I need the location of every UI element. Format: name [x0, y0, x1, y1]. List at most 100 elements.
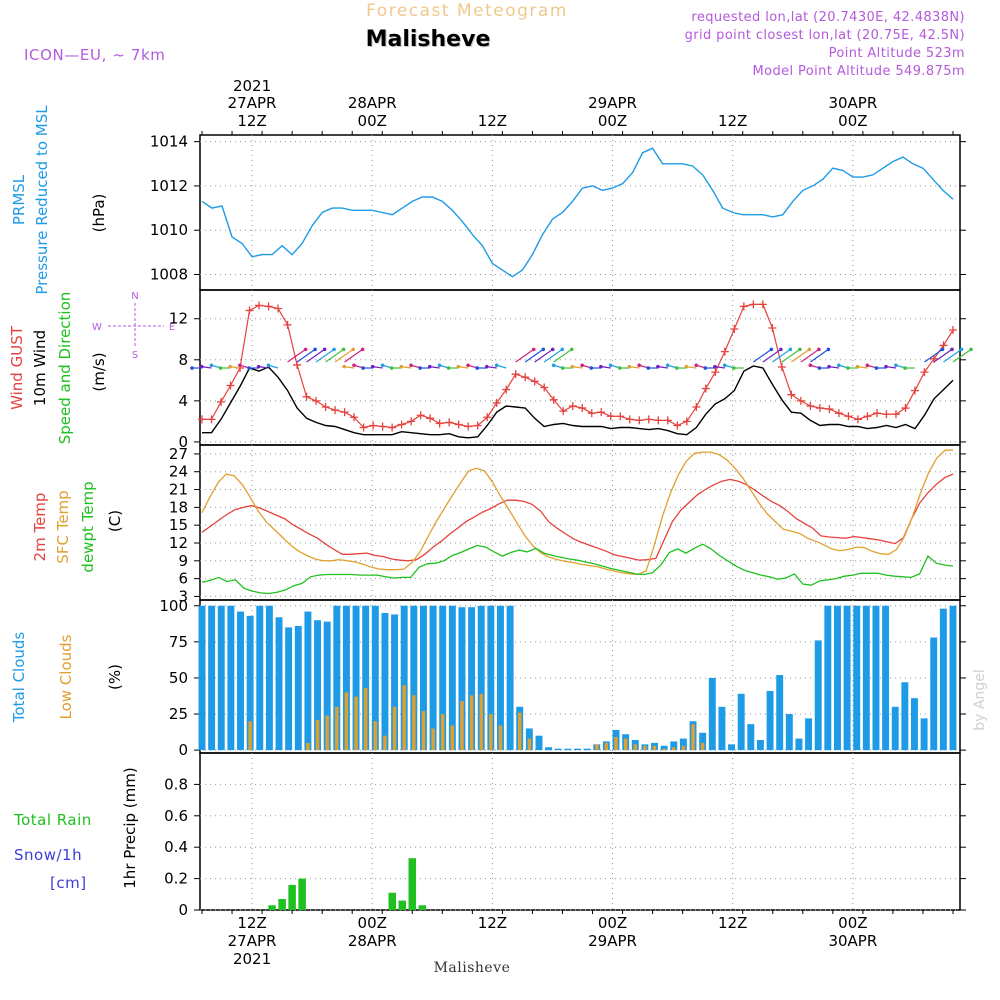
wind-arrow-head — [456, 364, 461, 369]
total-cloud-bar — [814, 640, 822, 751]
gust-marker — [359, 423, 368, 432]
wind-arrow — [810, 348, 829, 363]
low-cloud-bar — [595, 744, 599, 751]
total-cloud-bar — [766, 690, 774, 751]
y-tick-label: 0.8 — [164, 775, 188, 793]
y-tick-label: 1012 — [150, 177, 188, 195]
wind-arrow-head — [675, 366, 679, 370]
gust-marker — [872, 409, 881, 418]
gust-marker — [663, 416, 672, 425]
rain-bar — [408, 858, 417, 910]
gust-marker — [635, 416, 644, 425]
low-cloud-bar — [479, 693, 483, 751]
low-cloud-bar — [517, 712, 522, 751]
gust-marker — [198, 415, 207, 424]
wind-arrow-head — [541, 347, 546, 352]
total-cloud-bar — [920, 718, 928, 751]
gust-marker — [578, 404, 587, 413]
gust-marker — [483, 413, 492, 422]
wind-arrow-head — [837, 363, 841, 368]
wind-arrow-head — [475, 366, 479, 370]
wind-arrow — [781, 348, 801, 363]
wind-arrow-head — [484, 364, 489, 369]
wind-arrow-head — [608, 363, 613, 368]
total-cloud-bar — [275, 617, 283, 751]
wind-arrow-head — [360, 347, 365, 352]
total-cloud-bar — [333, 605, 341, 751]
total-cloud-bar — [352, 605, 360, 751]
gust-marker — [559, 407, 568, 416]
compass-rose: N S W E — [92, 291, 175, 361]
gust-marker — [369, 421, 378, 430]
location-title-shadow: Malisheve — [367, 28, 492, 53]
y-tick-label: 0.6 — [164, 807, 188, 825]
y-tick-label: 18 — [169, 498, 188, 516]
bottom-axis-label: 12Z — [237, 914, 266, 932]
low-cloud-bar — [623, 738, 628, 751]
y-tick-label: 0 — [178, 741, 188, 759]
prmsl-label: PRMSL — [10, 174, 28, 225]
wind-arrow-head — [418, 366, 422, 370]
total-cloud-bar — [535, 735, 543, 751]
wind-arrow — [515, 348, 535, 363]
wind-arrow-head — [266, 363, 271, 368]
wind-arrow-head — [437, 363, 442, 368]
total-cloud-bar — [805, 718, 813, 751]
gust-marker — [806, 401, 815, 410]
wind-arrow-head — [807, 347, 812, 352]
compass-w: W — [92, 322, 102, 333]
panel-frame — [199, 134, 961, 291]
gust-marker — [739, 302, 748, 311]
total-cloud-bar — [747, 724, 755, 751]
wind-arrow — [800, 348, 820, 363]
gust-marker — [540, 383, 549, 392]
bottom-axis-label: 00Z — [598, 914, 627, 932]
gust-marker — [711, 368, 720, 377]
gust-marker — [331, 406, 340, 415]
t2m-line — [201, 473, 954, 562]
wind-arrow-head — [969, 347, 973, 352]
y-tick-label: 6 — [178, 570, 188, 588]
y-tick-label: 4 — [178, 392, 188, 410]
gust-marker — [863, 412, 872, 421]
total-cloud-bar — [381, 612, 389, 751]
model-altitude: Model Point Altitude 549.875m — [752, 64, 965, 79]
gust-marker — [882, 410, 891, 419]
gust-marker — [492, 398, 501, 407]
y-tick-label: 25 — [169, 705, 188, 723]
gust-marker — [388, 423, 397, 432]
gust-marker — [758, 300, 767, 309]
y-tick-label: 24 — [169, 463, 188, 481]
wind-arrow-head — [817, 366, 822, 370]
gust-marker — [416, 411, 425, 420]
y-tick-labels: 1008101010121014048123691215182124270255… — [150, 133, 188, 919]
wind-arrow-head — [228, 364, 232, 369]
wind-arrow — [933, 348, 953, 363]
wind-arrow — [287, 348, 306, 363]
total-cloud-bar — [756, 740, 764, 751]
wind-arrow-head — [341, 347, 346, 352]
wind-arrow-head — [599, 364, 603, 369]
total-cloud-bar — [265, 605, 273, 751]
sfc-temp-line — [201, 449, 954, 576]
top-axis-label: 2021 — [233, 77, 271, 95]
low-cloud-bar — [450, 725, 455, 751]
gust-marker — [825, 405, 834, 414]
y-tick-label: 8 — [178, 351, 188, 369]
wind-arrow-head — [570, 364, 575, 369]
wind-arrow — [924, 348, 943, 363]
low-cloud-bar — [633, 744, 637, 751]
gust-marker — [378, 422, 387, 431]
total-cloud-bar — [785, 714, 793, 751]
bottom-axis-label: 12Z — [718, 914, 747, 932]
gust-label: Wind GUST — [8, 325, 26, 410]
wind-arrow — [952, 348, 972, 363]
total-cloud-bar — [824, 605, 832, 751]
wind-arrow-head — [637, 363, 641, 368]
wind-arrow-head — [342, 364, 346, 369]
top-axis-label: 12Z — [718, 112, 747, 130]
total-cloud-bar — [708, 677, 716, 751]
gust-marker — [834, 409, 843, 418]
gust-marker — [891, 410, 900, 419]
ms-label: (m/s) — [90, 352, 108, 391]
